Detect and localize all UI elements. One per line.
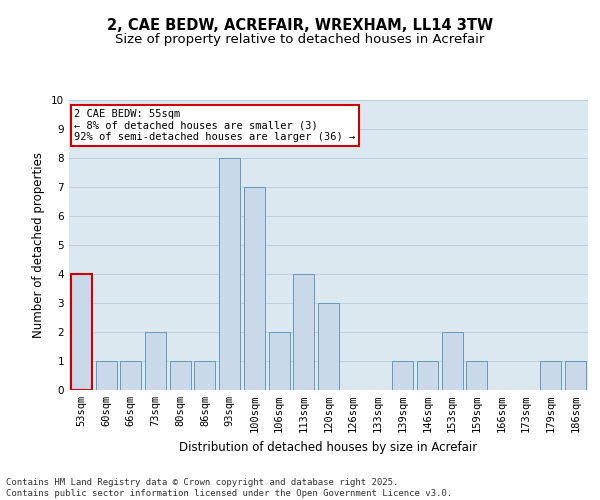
Bar: [145, 332, 166, 390]
Text: 2 CAE BEDW: 55sqm
← 8% of detached houses are smaller (3)
92% of semi-detached h: 2 CAE BEDW: 55sqm ← 8% of detached house…: [74, 108, 355, 142]
Bar: [120, 361, 141, 390]
Bar: [318, 303, 339, 390]
Bar: [466, 361, 487, 390]
Bar: [244, 187, 265, 390]
Y-axis label: Number of detached properties: Number of detached properties: [32, 152, 46, 338]
Bar: [95, 361, 116, 390]
Bar: [541, 361, 562, 390]
Bar: [269, 332, 290, 390]
Bar: [170, 361, 191, 390]
Bar: [392, 361, 413, 390]
X-axis label: Distribution of detached houses by size in Acrefair: Distribution of detached houses by size …: [179, 440, 478, 454]
Bar: [219, 158, 240, 390]
Bar: [442, 332, 463, 390]
Bar: [417, 361, 438, 390]
Text: Size of property relative to detached houses in Acrefair: Size of property relative to detached ho…: [115, 32, 485, 46]
Bar: [194, 361, 215, 390]
Bar: [565, 361, 586, 390]
Text: 2, CAE BEDW, ACREFAIR, WREXHAM, LL14 3TW: 2, CAE BEDW, ACREFAIR, WREXHAM, LL14 3TW: [107, 18, 493, 32]
Text: Contains HM Land Registry data © Crown copyright and database right 2025.
Contai: Contains HM Land Registry data © Crown c…: [6, 478, 452, 498]
Bar: [71, 274, 92, 390]
Bar: [293, 274, 314, 390]
